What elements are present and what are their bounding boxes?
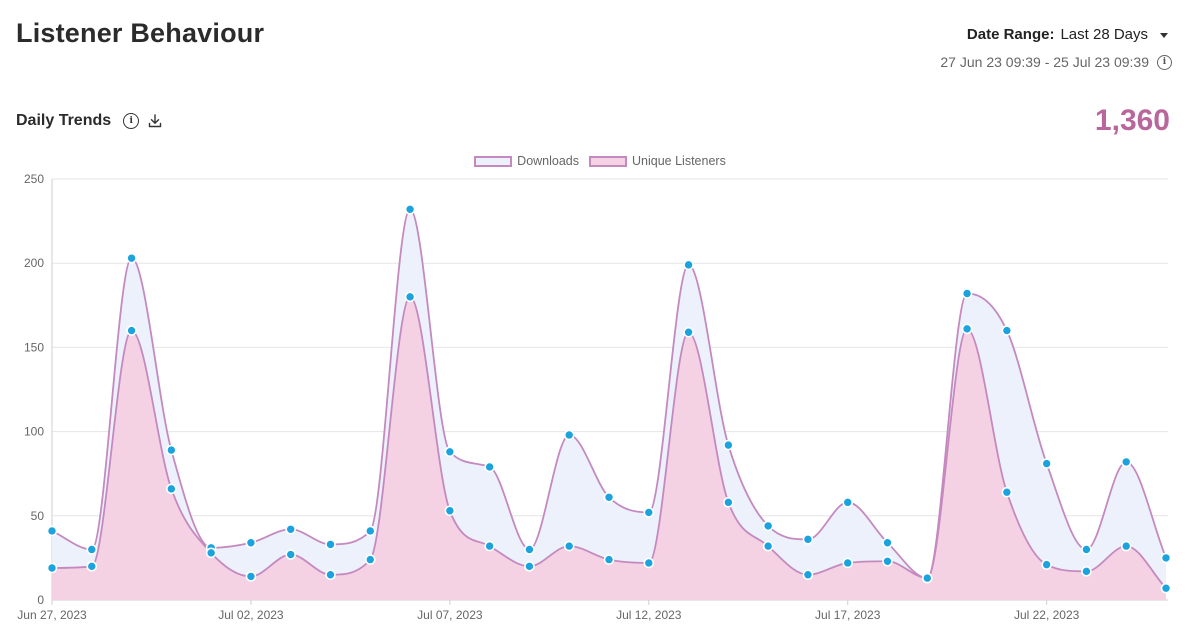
info-icon[interactable]: i <box>1157 54 1172 70</box>
point-unique-listeners <box>1081 566 1092 577</box>
point-unique-listeners <box>603 554 615 565</box>
caret-down-icon <box>1160 32 1168 38</box>
section-title: Daily Trends <box>16 112 112 129</box>
point-downloads <box>842 497 854 508</box>
legend-item-unique-listeners[interactable]: Unique Listeners <box>589 154 726 168</box>
x-tick-label: Jul 02, 2023 <box>218 608 284 622</box>
x-tick-label: Jun 27, 2023 <box>17 608 87 622</box>
point-downloads <box>643 507 655 518</box>
point-downloads <box>484 461 495 473</box>
page-title: Listener Behaviour <box>16 18 265 48</box>
legend-item-downloads[interactable]: Downloads <box>474 154 579 168</box>
point-unique-listeners <box>683 326 694 338</box>
date-range-selector[interactable]: Date Range: Last 28 Days <box>967 26 1168 43</box>
point-unique-listeners <box>762 540 774 552</box>
point-downloads <box>325 539 336 550</box>
legend-label-downloads: Downloads <box>517 154 580 168</box>
point-unique-listeners <box>126 325 137 336</box>
point-unique-listeners <box>46 562 58 574</box>
legend-label-unique-listeners: Unique Listeners <box>632 154 726 168</box>
point-downloads <box>245 537 257 549</box>
point-unique-listeners <box>1041 559 1052 570</box>
point-unique-listeners <box>643 557 655 569</box>
legend-swatch-unique-listeners <box>589 155 628 167</box>
point-downloads <box>524 544 535 555</box>
point-unique-listeners <box>444 505 456 517</box>
point-downloads <box>563 429 575 441</box>
y-tick-label: 100 <box>24 425 44 439</box>
y-tick-label: 0 <box>37 593 44 607</box>
x-tick-label: Jul 12, 2023 <box>616 608 682 622</box>
date-range-value: Last 28 Days <box>1060 26 1148 43</box>
point-unique-listeners <box>245 571 257 582</box>
point-unique-listeners <box>484 540 495 552</box>
point-downloads <box>762 520 774 532</box>
point-unique-listeners <box>802 569 814 581</box>
point-unique-listeners <box>842 557 854 569</box>
point-downloads <box>882 537 893 549</box>
point-downloads <box>723 439 734 451</box>
legend-swatch-downloads <box>474 155 513 167</box>
chart-legend: Downloads Unique Listeners <box>0 154 1200 168</box>
point-downloads <box>802 534 814 545</box>
x-tick-label: Jul 17, 2023 <box>815 608 881 622</box>
point-downloads <box>166 444 177 456</box>
date-range-label: Date Range: <box>966 26 1055 43</box>
point-downloads <box>1041 458 1052 469</box>
point-downloads <box>1120 456 1132 468</box>
point-unique-listeners <box>961 323 973 335</box>
point-downloads <box>285 523 297 535</box>
point-unique-listeners <box>563 540 575 552</box>
point-downloads <box>364 525 376 537</box>
y-tick-label: 250 <box>24 172 44 186</box>
point-unique-listeners <box>723 497 734 508</box>
point-downloads <box>1001 325 1013 336</box>
y-tick-label: 150 <box>24 340 44 354</box>
point-unique-listeners <box>285 549 297 560</box>
point-downloads <box>1081 544 1092 555</box>
point-downloads <box>86 544 98 555</box>
area-unique-listeners <box>52 296 1166 600</box>
point-unique-listeners <box>1001 486 1013 498</box>
point-downloads <box>603 491 615 503</box>
info-icon[interactable]: i <box>123 113 140 129</box>
point-downloads <box>46 525 58 537</box>
point-downloads <box>126 252 137 264</box>
point-downloads <box>1160 552 1172 564</box>
point-unique-listeners <box>524 561 535 572</box>
point-unique-listeners <box>404 291 416 303</box>
date-span-text: 27 Jun 23 09:39 - 25 Jul 23 09:39 <box>940 54 1149 70</box>
x-tick-label: Jul 22, 2023 <box>1014 608 1080 622</box>
point-unique-listeners <box>882 555 893 567</box>
point-unique-listeners <box>1120 540 1132 552</box>
point-unique-listeners <box>921 572 933 584</box>
date-span: 27 Jun 23 09:39 - 25 Jul 23 09:39 i <box>940 54 1172 70</box>
point-unique-listeners <box>205 547 217 559</box>
y-tick-label: 200 <box>24 256 44 270</box>
section-header: Daily Trends i <box>16 112 163 130</box>
x-tick-label: Jul 07, 2023 <box>417 608 483 622</box>
point-downloads <box>683 259 694 271</box>
point-unique-listeners <box>166 483 177 495</box>
point-downloads <box>444 446 456 458</box>
y-tick-label: 50 <box>31 509 45 523</box>
download-icon[interactable] <box>147 113 163 129</box>
point-downloads <box>404 204 416 215</box>
total-value: 1,360 <box>1094 104 1170 137</box>
point-unique-listeners <box>364 554 376 565</box>
point-unique-listeners <box>1160 582 1172 594</box>
point-unique-listeners <box>86 561 98 572</box>
point-downloads <box>961 288 973 299</box>
point-unique-listeners <box>325 569 336 581</box>
